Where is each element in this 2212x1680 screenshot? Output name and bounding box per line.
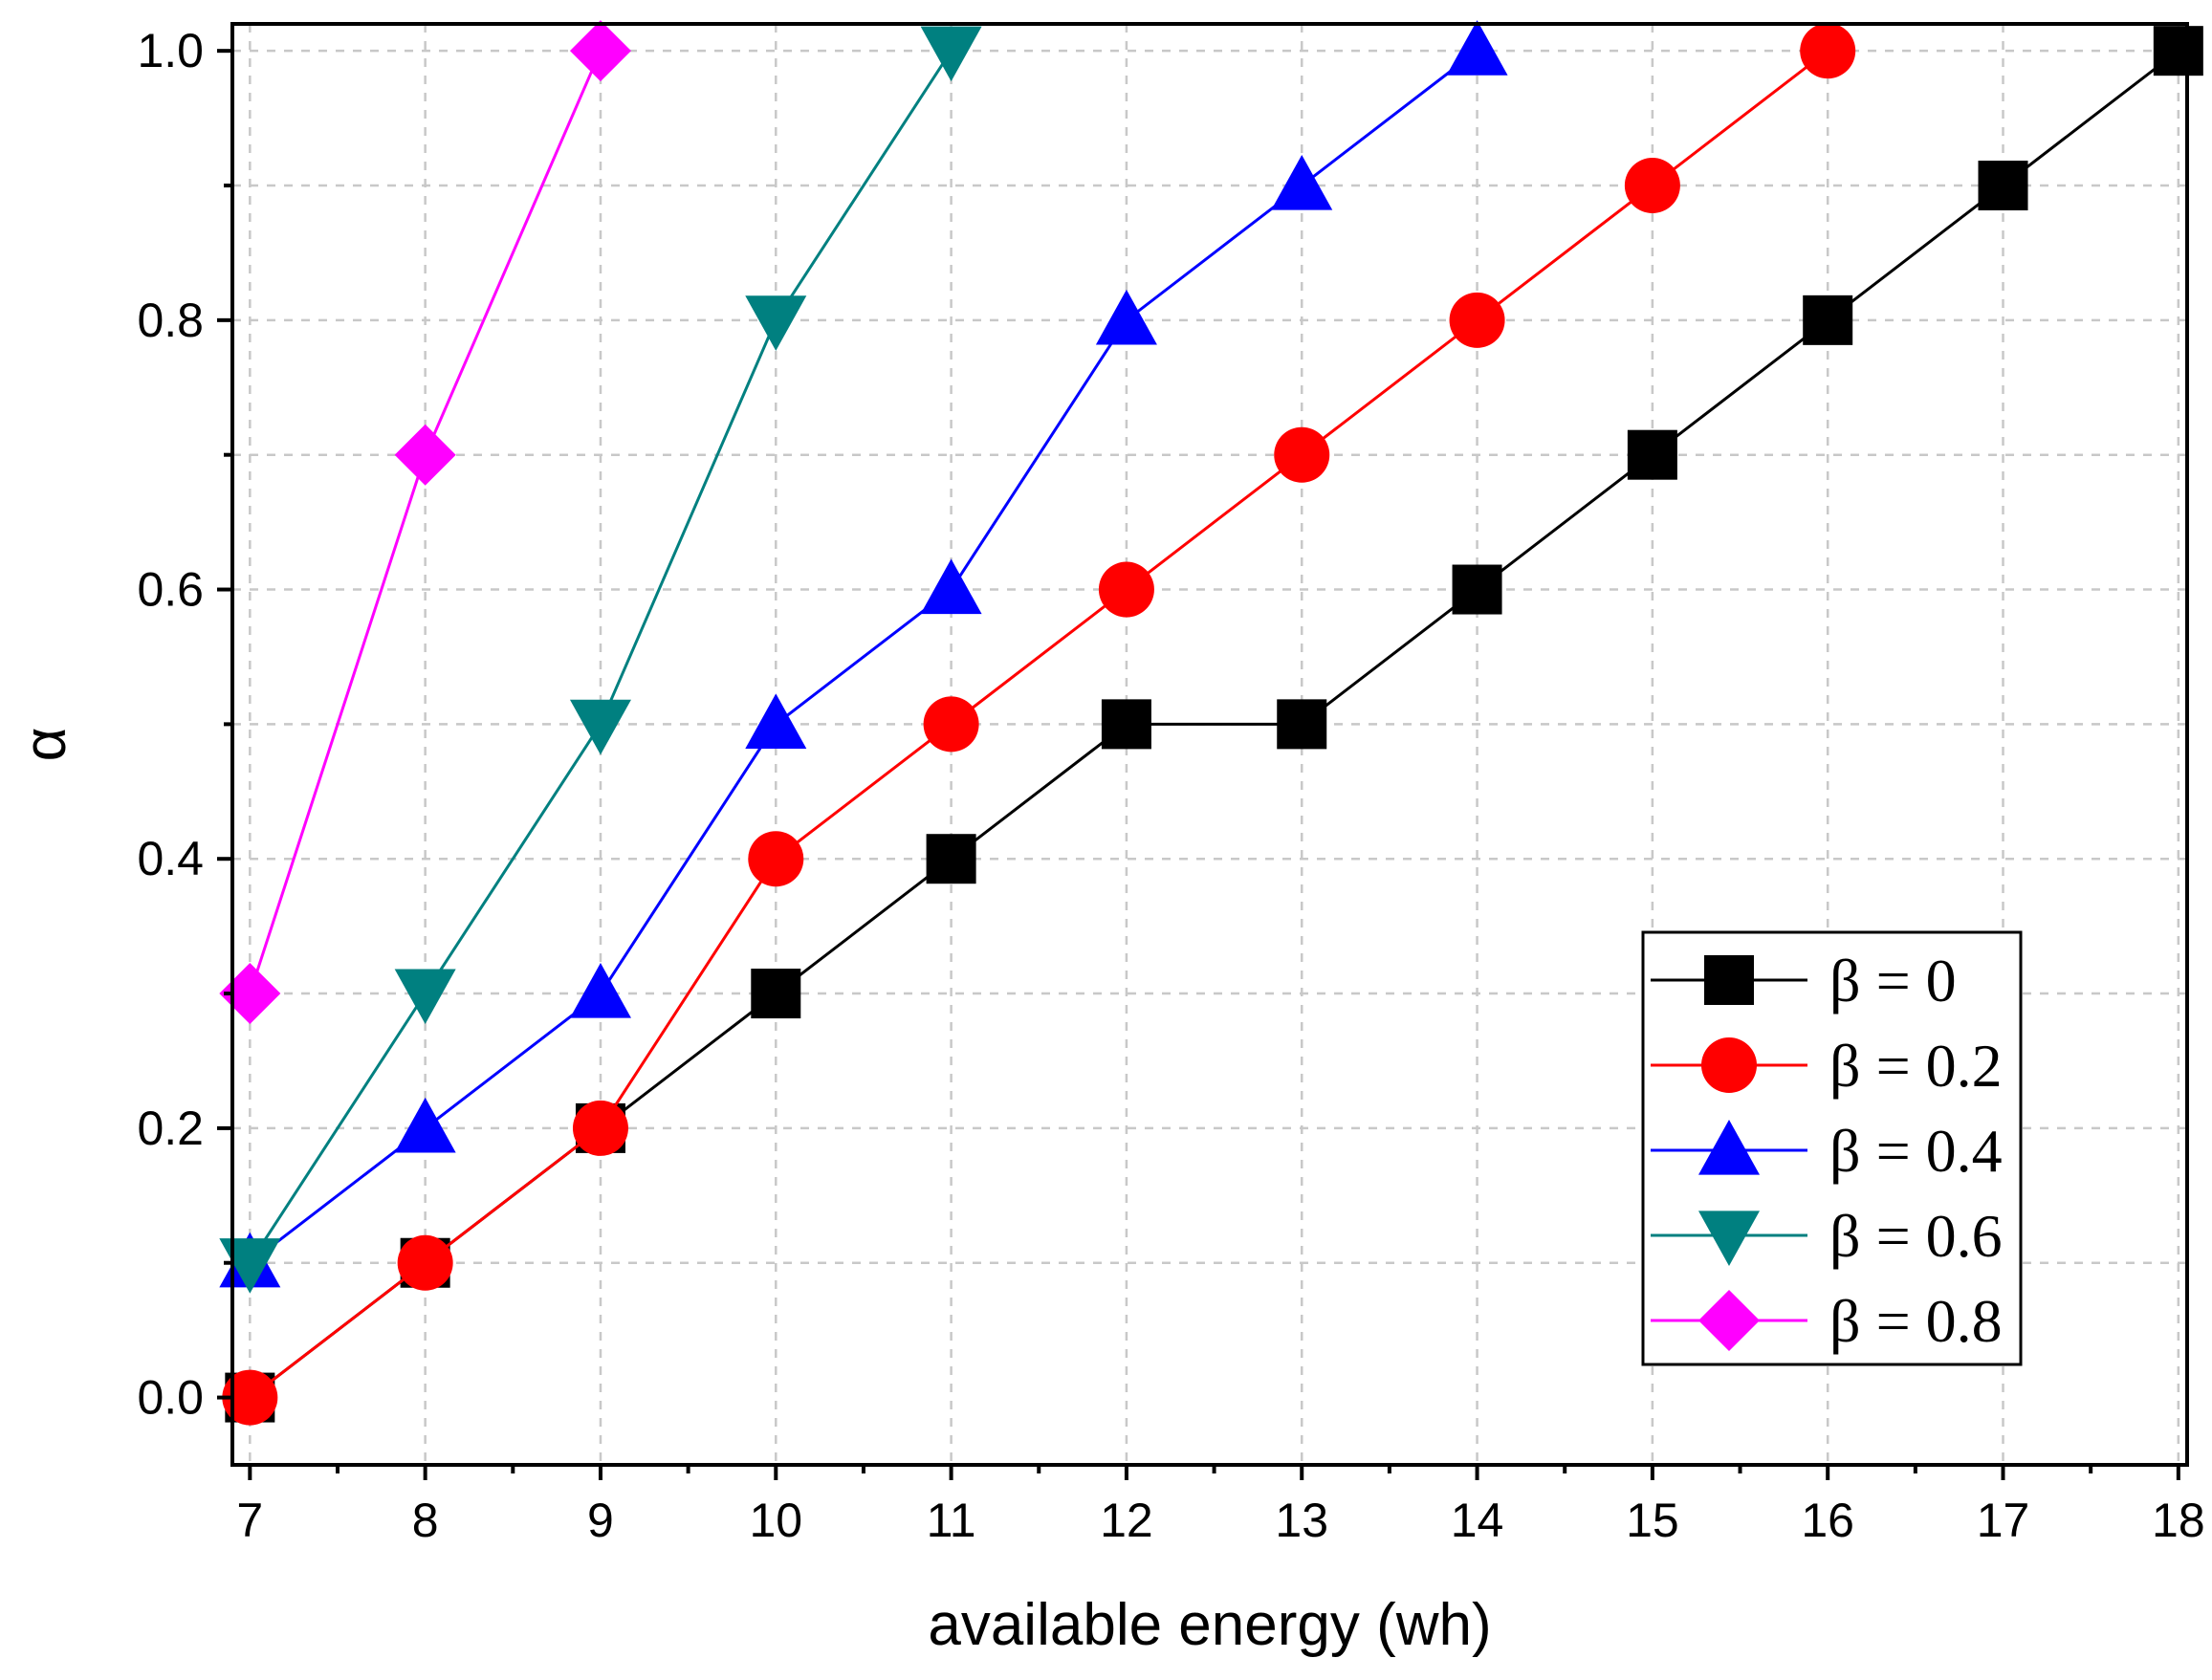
legend-item: β = 0.8 — [1651, 1287, 2003, 1355]
data-point — [219, 1238, 281, 1294]
data-point — [1803, 295, 1853, 345]
legend-marker — [1698, 1290, 1760, 1351]
data-point — [1277, 699, 1327, 750]
data-point — [572, 1100, 628, 1156]
data-point — [923, 696, 979, 753]
data-point — [1800, 23, 1856, 79]
data-point — [1271, 155, 1333, 210]
data-point — [751, 969, 801, 1019]
x-tick-label: 11 — [927, 1494, 976, 1547]
y-tick-label: 0.2 — [137, 1102, 204, 1155]
data-point — [1452, 564, 1502, 615]
legend-marker — [1701, 1037, 1757, 1093]
legend-label: β = 0.2 — [1829, 1032, 2003, 1100]
plot-frame — [230, 22, 2189, 1467]
data-point — [219, 963, 281, 1025]
y-tick-label: 1.0 — [137, 24, 204, 77]
x-tick-label: 14 — [1451, 1494, 1504, 1547]
data-point — [394, 1097, 456, 1153]
data-point — [2153, 26, 2203, 76]
data-point — [394, 424, 456, 486]
data-point — [920, 26, 982, 82]
data-point — [926, 834, 976, 884]
data-point — [1446, 20, 1508, 76]
data-point — [1095, 289, 1157, 345]
series-3 — [219, 26, 982, 1294]
x-tick-label: 17 — [1977, 1494, 2030, 1547]
x-tick-label: 7 — [236, 1494, 263, 1547]
x-tick-label: 10 — [749, 1494, 802, 1547]
tick-labels: 7 8 9 10 11 12 13 14 15 16 17 18 0.0 0.2 0.4 0.6 0.8 1.0 — [137, 24, 2204, 1547]
legend-item: β = 0.4 — [1651, 1117, 2003, 1185]
data-point — [745, 295, 807, 351]
data-point — [748, 831, 804, 887]
y-tick-label: 0.8 — [137, 294, 204, 347]
x-axis-title: available energy (wh) — [928, 1592, 1491, 1658]
legend-label: β = 0.4 — [1829, 1117, 2003, 1185]
x-tick-label: 9 — [587, 1494, 614, 1547]
data-point — [1978, 161, 2028, 211]
data-point — [1449, 292, 1505, 348]
x-tick-label: 18 — [2152, 1494, 2205, 1547]
series-2 — [219, 20, 1508, 1288]
legend: β = 0 β = 0.2 β = 0.4 β = 0.6 β = 0.8 — [1641, 930, 2023, 1366]
data-point — [1101, 699, 1151, 750]
legend-marker — [1698, 1211, 1760, 1266]
legend-label: β = 0 — [1829, 947, 1957, 1015]
x-tick-label: 16 — [1801, 1494, 1854, 1547]
legend-marker — [1698, 1120, 1760, 1175]
data-point — [394, 969, 456, 1025]
data-point — [222, 1369, 278, 1426]
y-tick-label: 0.0 — [137, 1371, 204, 1425]
y-axis-title: α — [12, 728, 78, 762]
data-point — [397, 1234, 453, 1291]
legend-label: β = 0.8 — [1829, 1287, 2003, 1355]
data-point — [1624, 158, 1680, 214]
legend-item: β = 0.2 — [1651, 1032, 2003, 1100]
data-point — [1627, 429, 1677, 480]
data-point — [920, 558, 982, 615]
legend-item: β = 0.6 — [1651, 1202, 2003, 1270]
series-group — [219, 20, 2203, 1426]
data-point — [1274, 426, 1330, 483]
x-tick-label: 13 — [1275, 1494, 1328, 1547]
x-tick-label: 12 — [1100, 1494, 1153, 1547]
series-4 — [219, 20, 631, 1025]
legend-label: β = 0.6 — [1829, 1202, 2003, 1270]
data-point — [745, 693, 807, 749]
series-1 — [222, 23, 1856, 1426]
legend-marker — [1704, 955, 1754, 1005]
x-tick-label: 15 — [1626, 1494, 1679, 1547]
axis-ticks — [217, 49, 2180, 1480]
data-point — [1098, 561, 1154, 618]
legend-item: β = 0 — [1651, 947, 1957, 1015]
data-point — [569, 963, 631, 1018]
data-point — [569, 20, 631, 82]
y-tick-label: 0.6 — [137, 563, 204, 617]
series-line — [249, 49, 1829, 1399]
x-tick-label: 8 — [412, 1494, 439, 1547]
y-tick-label: 0.4 — [137, 832, 204, 885]
data-point — [569, 699, 631, 755]
